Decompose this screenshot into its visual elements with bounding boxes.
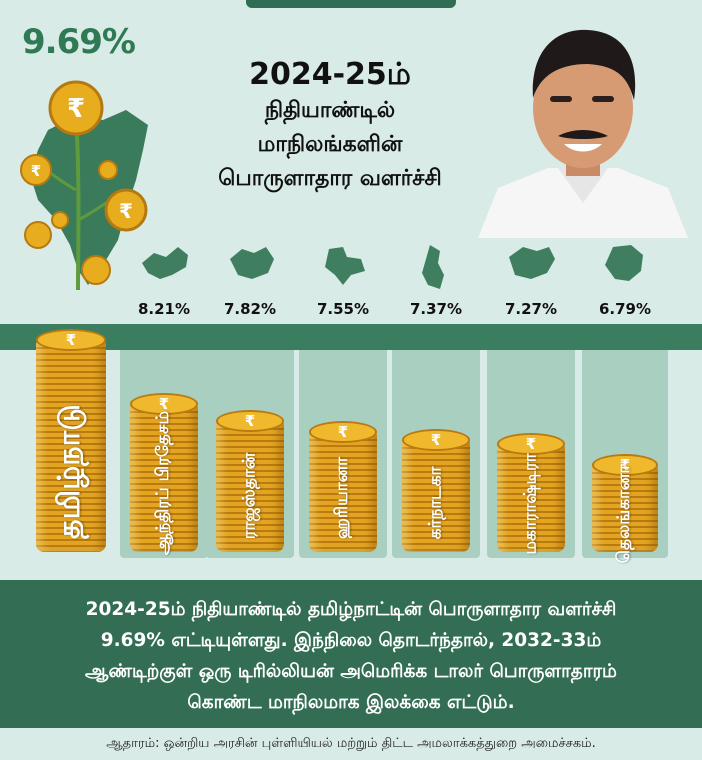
value-label: 7.27% — [504, 300, 558, 318]
state-map-icon — [142, 247, 188, 279]
chart-title: 2024-25ம் நிதியாண்டில் மாநிலங்களின் பொரு… — [180, 56, 480, 196]
portrait-icon — [478, 29, 688, 238]
footer-panel — [0, 580, 702, 728]
footer-line: ஆண்டிற்குள் ஒரு டிரில்லியன் அமெரிக்க டால… — [85, 661, 617, 682]
rupee-coin-icon: ₹ — [592, 454, 658, 476]
source-note: ஆதாரம்: ஒன்றிய அரசின் புள்ளியியல் மற்றும… — [106, 736, 596, 751]
title-year: 2024-25ம் — [249, 57, 411, 92]
title-line: மாநிலங்களின் — [257, 132, 403, 157]
category-label: மகாராஷ்டிரா — [520, 452, 541, 555]
state-map-icon — [325, 247, 365, 285]
value-label: 6.79% — [598, 300, 652, 318]
footer-text: 2024-25ம் நிதியாண்டில் தமிழ்நாட்டின் பொர… — [10, 594, 692, 718]
bar — [592, 462, 658, 552]
bar — [497, 441, 565, 552]
value-label: 7.37% — [409, 300, 463, 318]
category-label: தமிழ்நாடு — [51, 404, 87, 539]
title-line: நிதியாண்டில் — [264, 98, 396, 123]
rupee-coin-icon: ₹ — [216, 409, 284, 432]
value-label: 7.55% — [316, 300, 370, 318]
rupee-coin-icon: ₹ — [309, 421, 377, 444]
state-map-icon — [605, 245, 643, 281]
rupee-coin-icon: ₹ ₹ ₹ — [20, 80, 148, 285]
green-band — [0, 324, 702, 350]
category-label: ராஜஸ்தான் — [238, 452, 259, 539]
bar — [130, 400, 198, 552]
state-map-icon — [509, 247, 555, 279]
svg-text:₹: ₹ — [119, 199, 133, 223]
tamilnadu-map-icon: ₹ ₹ ₹ — [20, 80, 148, 291]
svg-text:₹: ₹ — [67, 94, 85, 124]
rupee-coin-icon: ₹ — [497, 433, 565, 456]
tn-growth-label: 9.69% — [22, 22, 136, 62]
state-map-icon — [422, 245, 444, 289]
bar — [216, 417, 284, 552]
footer-line: 2024-25ம் நிதியாண்டில் தமிழ்நாட்டின் பொர… — [85, 599, 617, 620]
category-label: ஆந்திரப் பிரதேசம் — [153, 411, 174, 556]
value-label: 7.82% — [223, 300, 277, 318]
rupee-coin-icon: ₹ — [402, 429, 470, 451]
bar — [402, 437, 470, 552]
rupee-coin-icon: ₹ — [130, 392, 198, 415]
category-label: ஹரியானா — [331, 457, 352, 539]
top-notch — [246, 0, 456, 8]
value-label: 8.21% — [137, 300, 191, 318]
svg-text:₹: ₹ — [31, 162, 41, 180]
footer-line: கொண்ட மாநிலமாக இலக்கை எட்டும். — [187, 692, 515, 713]
category-label: தெலங்கானா — [614, 464, 635, 564]
state-icons — [142, 245, 643, 289]
rupee-coin-icon: ₹ — [36, 329, 106, 351]
bar — [309, 429, 377, 552]
footer-line: 9.69% எட்டியுள்ளது. இந்நிலை தொடர்ந்தால்,… — [100, 630, 602, 651]
title-line: பொருளாதார வளர்ச்சி — [218, 166, 442, 191]
state-map-icon — [230, 247, 274, 279]
category-label: கர்நாடகா — [424, 466, 445, 539]
bar — [36, 337, 106, 552]
